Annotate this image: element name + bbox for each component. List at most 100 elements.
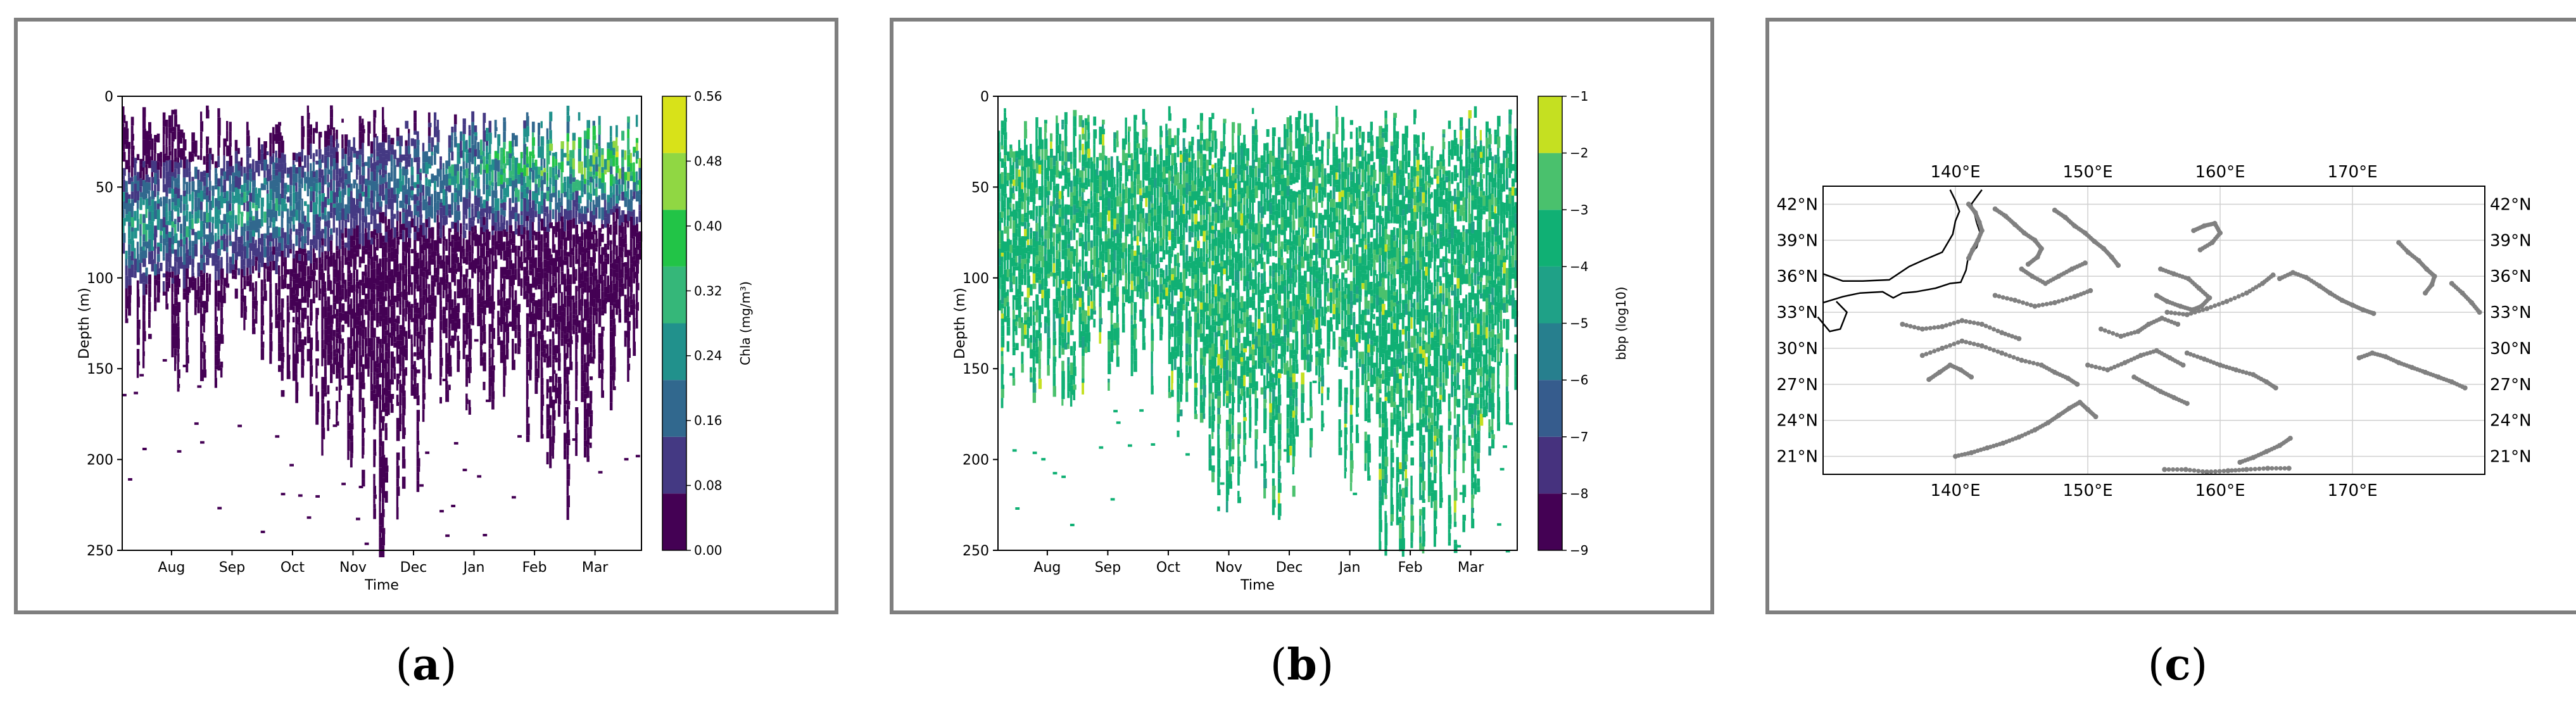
profile-cell xyxy=(321,193,325,202)
profile-cell xyxy=(503,121,507,132)
profile-cell xyxy=(390,167,393,172)
profile-cell xyxy=(453,222,458,233)
profile-cell xyxy=(555,398,557,403)
profile-cell xyxy=(269,293,272,304)
profile-cell xyxy=(156,133,160,142)
profile-cell xyxy=(1032,312,1037,315)
profile-cell xyxy=(586,323,590,328)
profile-cell xyxy=(376,255,379,263)
profile-cell xyxy=(188,240,191,251)
profile-cell xyxy=(1012,174,1015,180)
profile-cell xyxy=(332,227,336,233)
profile-cell xyxy=(367,185,370,198)
profile-cell xyxy=(1035,251,1039,256)
profile-cell xyxy=(540,191,544,195)
profile-cell xyxy=(621,184,624,192)
profile-cell xyxy=(543,272,547,279)
profile-cell xyxy=(289,221,292,229)
profile-cell xyxy=(390,379,394,385)
profile-cell xyxy=(1012,295,1016,300)
profile-cell xyxy=(310,384,313,396)
profile-cell xyxy=(139,165,143,171)
profile-cell xyxy=(286,208,289,217)
profile-cell xyxy=(263,177,267,185)
profile-cell xyxy=(362,191,365,197)
profile-cell xyxy=(350,423,354,430)
profile-cell xyxy=(237,170,241,178)
profile-cell xyxy=(512,274,515,285)
profile-cell xyxy=(364,277,369,289)
profile-cell xyxy=(362,271,365,276)
profile-cell xyxy=(203,239,205,246)
profile-cell xyxy=(142,258,146,267)
profile-cell xyxy=(396,334,400,341)
profile-cell xyxy=(633,318,636,330)
profile-cell xyxy=(384,262,388,272)
profile-cell xyxy=(1006,277,1009,282)
profile-cell xyxy=(453,322,458,332)
profile-cell xyxy=(540,367,543,378)
profile-cell xyxy=(160,218,163,231)
profile-cell xyxy=(1015,297,1020,310)
profile-cell xyxy=(416,440,420,445)
profile-cell xyxy=(523,221,526,227)
profile-cell xyxy=(552,244,556,253)
profile-cell xyxy=(142,223,146,235)
profile-cell xyxy=(327,385,330,395)
profile-cell xyxy=(586,148,589,160)
profile-cell xyxy=(362,339,364,350)
profile-cell xyxy=(564,250,567,256)
profile-cell xyxy=(379,400,381,410)
profile-cell xyxy=(275,163,279,170)
profile-cell xyxy=(384,465,389,472)
profile-cell xyxy=(263,269,266,279)
profile-cell xyxy=(442,246,445,255)
profile-cell xyxy=(220,240,224,250)
profile-cell xyxy=(396,496,399,507)
profile-cell xyxy=(575,342,578,350)
profile-cell xyxy=(491,186,494,191)
profile-cell xyxy=(566,121,570,134)
profile-cell xyxy=(595,308,598,312)
profile-cell xyxy=(148,251,152,265)
colorbar-segment xyxy=(662,96,686,153)
profile-cell xyxy=(318,240,322,248)
profile-cell xyxy=(431,275,435,281)
profile-cell xyxy=(425,162,429,174)
profile-cell xyxy=(364,305,367,311)
profile-cell xyxy=(616,184,619,196)
profile-cell xyxy=(396,315,400,324)
profile-cell xyxy=(376,233,379,239)
profile-cell xyxy=(465,339,468,345)
profile-cell xyxy=(439,301,442,310)
profile-cell xyxy=(399,200,403,208)
profile-cell xyxy=(514,317,517,325)
profile-cell xyxy=(465,208,468,219)
profile-cell xyxy=(508,321,512,327)
profile-cell xyxy=(546,224,550,232)
profile-cell xyxy=(234,198,238,203)
profile-speck xyxy=(332,424,338,427)
profile-cell xyxy=(462,215,465,226)
profile-cell xyxy=(174,262,177,267)
profile-cell xyxy=(174,178,178,187)
profile-cell xyxy=(575,407,579,414)
profile-cell xyxy=(203,212,207,224)
profile-cell xyxy=(344,146,347,155)
profile-cell xyxy=(281,346,284,353)
profile-cell xyxy=(362,118,364,125)
profile-cell xyxy=(174,157,177,162)
profile-cell xyxy=(128,307,131,316)
profile-cell xyxy=(275,124,279,134)
profile-cell xyxy=(220,220,224,229)
profile-cell xyxy=(194,278,197,290)
profile-cell xyxy=(260,296,264,305)
profile-cell xyxy=(318,294,321,301)
profile-cell xyxy=(422,162,426,174)
profile-cell xyxy=(486,279,489,286)
profile-cell xyxy=(286,167,291,174)
profile-cell xyxy=(281,319,285,328)
profile-cell xyxy=(295,174,298,183)
profile-cell xyxy=(206,283,209,295)
profile-cell xyxy=(560,323,564,332)
